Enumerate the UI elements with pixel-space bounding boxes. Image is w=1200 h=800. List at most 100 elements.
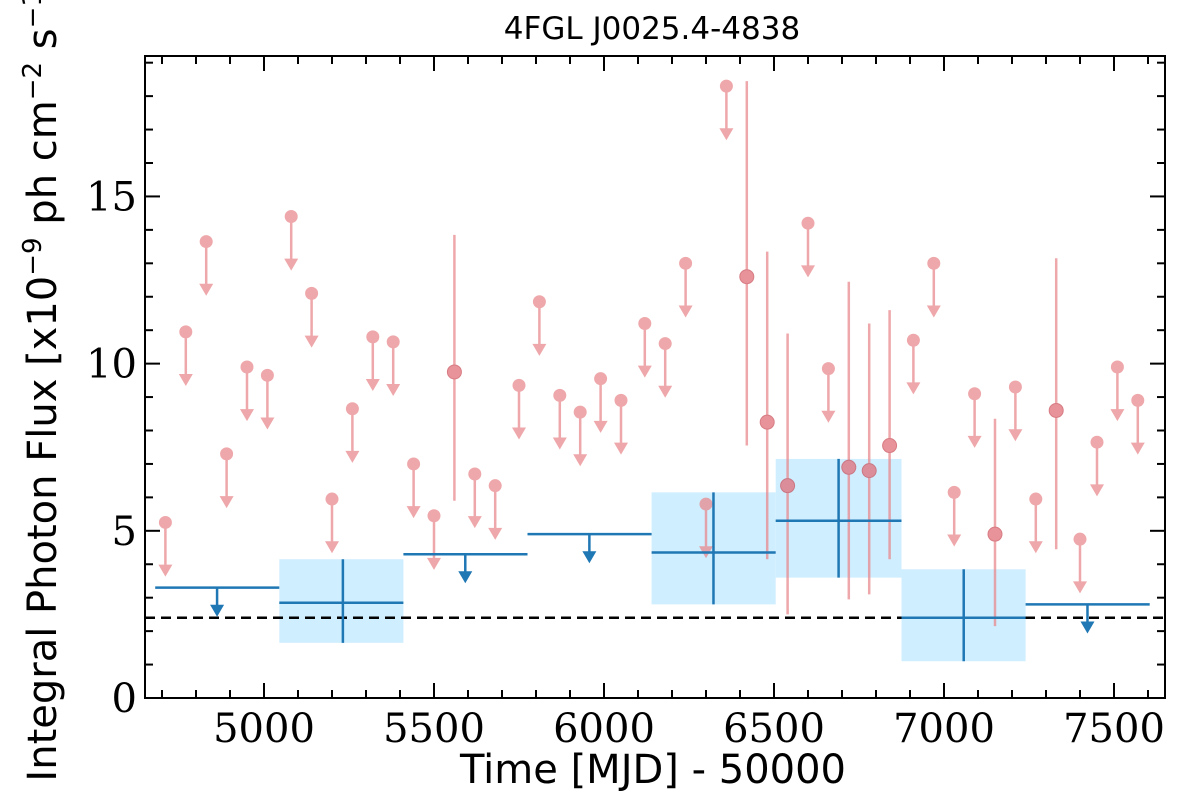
short-detection-point-4 (841, 459, 857, 475)
short-upper-limit-point-19 (573, 405, 587, 419)
short-upper-limit-point-32 (968, 387, 982, 401)
short-upper-limit-38 (1130, 393, 1145, 455)
short-detection-4 (841, 281, 857, 600)
short-detection-point-7 (987, 526, 1003, 542)
y-tick-label-15: 15 (86, 174, 137, 220)
short-upper-limit-point-1 (179, 325, 193, 339)
short-upper-limit-arrow-17 (532, 343, 547, 356)
y-axis-label-exp1: −9 (18, 237, 48, 275)
short-upper-limit-arrow-34 (1028, 541, 1043, 554)
short-upper-limit-arrow-21 (614, 442, 628, 455)
short-upper-limit-13 (427, 509, 441, 570)
short-upper-limit-point-33 (1008, 380, 1022, 394)
short-upper-limit-point-16 (512, 378, 526, 392)
short-upper-limit-arrow-7 (304, 335, 319, 348)
short-upper-limit-36 (1090, 435, 1104, 497)
short-upper-limit-point-2 (199, 235, 213, 249)
short-upper-limit-28 (821, 362, 836, 423)
short-upper-limit-arrow-1 (178, 374, 193, 387)
long-upper-limit-arrow-0 (210, 604, 225, 617)
long-upper-limit-arrow-3 (1080, 621, 1095, 634)
y-tick-label-5: 5 (112, 509, 137, 555)
y-tick-label-0: 0 (112, 676, 137, 722)
short-upper-limit-arrow-14 (467, 516, 482, 529)
short-upper-limit-point-20 (594, 372, 608, 386)
short-upper-limit-arrow-38 (1130, 442, 1145, 455)
short-upper-limit-arrow-16 (512, 427, 526, 440)
short-upper-limit-29 (906, 333, 921, 395)
short-detection-1 (739, 81, 755, 446)
short-upper-limit-point-4 (240, 360, 254, 374)
short-upper-limit-arrow-33 (1008, 429, 1023, 442)
short-upper-limit-35 (1073, 532, 1087, 594)
short-upper-limit-15 (488, 479, 503, 540)
short-upper-limit-point-12 (407, 457, 421, 471)
short-upper-limit-arrow-23 (658, 385, 673, 398)
x-axis-label: Time [MJD] - 50000 (459, 747, 846, 793)
short-upper-limit-arrow-0 (158, 564, 173, 577)
short-upper-limit-arrow-22 (637, 365, 652, 378)
short-upper-limit-point-27 (801, 216, 815, 230)
short-upper-limit-arrow-5 (260, 417, 275, 430)
short-upper-limit-arrow-15 (488, 527, 503, 540)
short-upper-limit-26 (719, 79, 734, 141)
y-axis-label-part2: ph cm (20, 100, 66, 237)
short-upper-limit-37 (1110, 360, 1125, 422)
short-detection-point-1 (739, 269, 755, 285)
short-upper-limit-arrow-37 (1110, 409, 1125, 422)
short-upper-limit-arrow-10 (365, 379, 380, 392)
short-upper-limit-8 (325, 492, 339, 554)
short-detection-6 (882, 310, 898, 560)
short-upper-limit-point-21 (614, 393, 628, 407)
y-axis-label-exp3: −1 (18, 0, 48, 28)
short-upper-limit-30 (926, 256, 941, 318)
short-upper-limit-arrow-26 (719, 128, 734, 141)
short-upper-limit-20 (593, 372, 608, 433)
short-upper-limit-point-17 (532, 295, 546, 309)
y-axis-label: Integral Photon Flux [x10−9 ph cm−2 s−1] (18, 0, 66, 782)
short-upper-limit-arrow-27 (801, 265, 815, 278)
short-upper-limit-11 (386, 335, 401, 397)
short-upper-limit-point-18 (553, 388, 567, 402)
short-detection-0 (446, 234, 462, 501)
short-upper-limit-point-9 (345, 402, 359, 416)
y-axis-label-part3: s (20, 28, 66, 62)
plot-area (145, 79, 1165, 662)
long-bin-band-0 (279, 559, 404, 643)
short-upper-limit-14 (467, 467, 482, 529)
short-upper-limit-12 (406, 457, 421, 519)
short-detection-2 (759, 251, 775, 560)
y-axis-label-part1: Integral Photon Flux [x10 (20, 276, 66, 782)
short-upper-limit-arrow-36 (1090, 484, 1104, 497)
short-upper-limit-7 (304, 286, 319, 348)
short-detection-point-0 (446, 364, 462, 380)
short-upper-limit-10 (365, 330, 380, 392)
short-upper-limit-arrow-32 (967, 435, 982, 448)
short-upper-limit-3 (219, 447, 234, 509)
short-upper-limit-arrow-4 (240, 409, 254, 422)
short-upper-limit-point-0 (158, 515, 172, 529)
short-upper-limit-point-7 (305, 286, 319, 300)
short-upper-limit-arrow-11 (386, 384, 401, 397)
short-upper-limit-point-26 (719, 79, 733, 93)
short-upper-limit-point-36 (1090, 435, 1104, 449)
short-upper-limit-point-31 (947, 485, 961, 499)
short-upper-limit-arrow-12 (406, 506, 421, 519)
short-upper-limit-21 (614, 393, 628, 455)
short-upper-limit-34 (1028, 492, 1043, 554)
short-upper-limit-18 (552, 388, 567, 450)
axis-ticks: 5000 5500 6000 6500 7000 7500 0 5 10 15 (86, 56, 1165, 752)
short-upper-limit-33 (1008, 380, 1023, 442)
short-upper-limit-point-28 (821, 362, 835, 376)
short-upper-limit-19 (573, 405, 588, 467)
short-upper-limit-9 (345, 402, 360, 463)
short-detection-point-8 (1048, 402, 1064, 418)
short-upper-limit-4 (240, 360, 254, 422)
short-detection-point-3 (780, 478, 796, 494)
long-upper-limit-arrow-1 (458, 571, 473, 584)
short-upper-limit-arrow-29 (906, 382, 921, 395)
short-upper-limit-arrow-28 (821, 410, 836, 423)
short-upper-limit-point-3 (220, 447, 234, 461)
y-axis-label-exp2: −2 (18, 62, 48, 100)
